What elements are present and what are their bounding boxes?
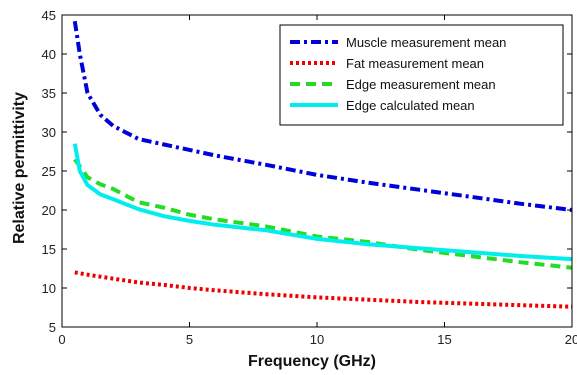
series-line-1 <box>72 20 573 212</box>
y-tick-label: 35 <box>42 86 56 101</box>
legend-label-1: Muscle measurement mean <box>346 35 506 50</box>
y-tick-label: 20 <box>42 203 56 218</box>
legend-label-2: Fat measurement mean <box>346 56 484 71</box>
x-tick-label: 20 <box>565 332 577 347</box>
x-axis-label: Frequency (GHz) <box>248 353 376 370</box>
y-tick-label: 15 <box>42 242 56 257</box>
y-tick-label: 25 <box>42 164 56 179</box>
x-tick-label: 0 <box>58 332 65 347</box>
series-line-3 <box>73 158 573 270</box>
y-tick-label: 5 <box>49 320 56 335</box>
y-axis-label: Relative permittivity <box>11 92 28 244</box>
y-tick-label: 30 <box>42 125 56 140</box>
legend-label-4: Edge calculated mean <box>346 98 475 113</box>
series-line-4 <box>72 143 573 262</box>
y-tick-label: 40 <box>42 47 56 62</box>
x-tick-label: 10 <box>310 332 324 347</box>
legend: Muscle measurement mean Fat measurement m… <box>279 24 564 126</box>
y-tick-label: 45 <box>42 8 56 23</box>
legend-label-3: Edge measurement mean <box>346 77 496 92</box>
x-tick-label: 15 <box>437 332 451 347</box>
y-tick-label: 10 <box>42 281 56 296</box>
x-tick-label: 5 <box>186 332 193 347</box>
series-line-2 <box>74 270 573 309</box>
